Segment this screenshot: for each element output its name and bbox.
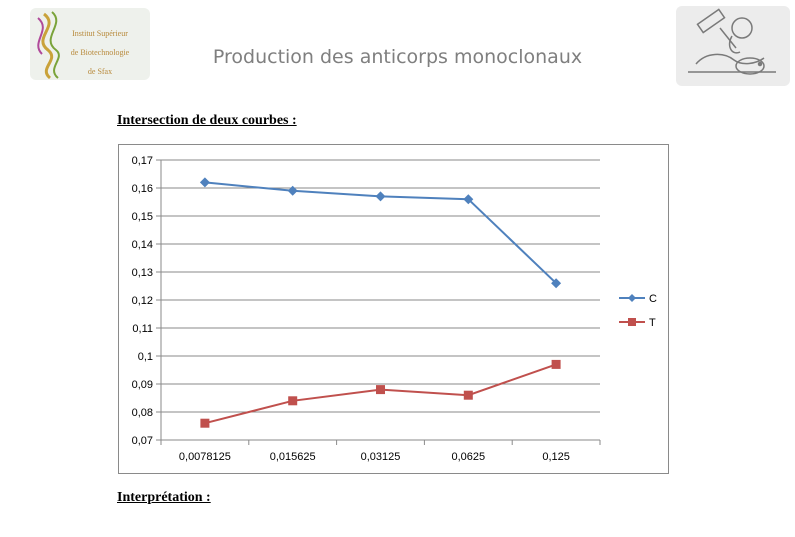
y-tick-label: 0,11 (132, 323, 153, 335)
data-point-C (287, 185, 298, 196)
x-tick-label: 0,0625 (451, 451, 485, 463)
x-tick-label: 0,125 (542, 451, 570, 463)
y-tick-label: 0,08 (132, 407, 153, 419)
y-tick-label: 0,14 (132, 239, 153, 251)
x-tick-label: 0,015625 (270, 451, 316, 463)
y-tick-label: 0,07 (132, 435, 153, 447)
y-tick-label: 0,1 (138, 351, 153, 363)
data-point-C (375, 191, 386, 202)
logo-swirl-icon (37, 11, 60, 80)
legend-label-T: T (649, 317, 656, 329)
mouse-syringe-icon (688, 8, 776, 75)
y-tick-label: 0,09 (132, 379, 153, 391)
institute-line-2: de Biotechnologie (70, 48, 130, 57)
line-chart: 0,07 0,08 0,09 0,1 0,11 0,12 0,13 0,14 0,15 0,16 0… (132, 155, 657, 463)
x-tick-label: 0,03125 (361, 451, 401, 463)
legend-label-C: C (649, 293, 657, 305)
intersection-heading: Intersection de deux courbes : (117, 113, 297, 128)
legend-marker-T (628, 318, 636, 326)
data-point-T (463, 390, 473, 400)
data-point-T (200, 418, 210, 428)
lab-illustration (676, 6, 790, 86)
legend-marker-C (628, 294, 636, 302)
data-point-T (551, 359, 561, 369)
x-tick-label: 0,0078125 (179, 451, 231, 463)
data-point-C (199, 177, 210, 188)
y-tick-label: 0,16 (132, 183, 153, 195)
y-tick-label: 0,13 (132, 267, 153, 279)
y-tick-label: 0,17 (132, 155, 153, 167)
institute-line-1: Institut Supérieur (72, 29, 128, 38)
page-title: Production des anticorps monoclonaux (212, 46, 583, 68)
data-point-C (551, 278, 562, 289)
y-tick-label: 0,12 (132, 295, 153, 307)
data-point-T (288, 396, 298, 406)
y-tick-label: 0,15 (132, 211, 153, 223)
institute-logo: Institut Supérieur de Biotechnologie de … (30, 8, 150, 80)
data-point-T (376, 385, 385, 395)
institute-line-3: de Sfax (87, 67, 113, 76)
interpretation-heading: Interprétation : (117, 490, 211, 505)
data-point-C (463, 194, 474, 205)
chart-container: 0,07 0,08 0,09 0,1 0,11 0,12 0,13 0,14 0,15 0,16 0… (118, 144, 669, 474)
